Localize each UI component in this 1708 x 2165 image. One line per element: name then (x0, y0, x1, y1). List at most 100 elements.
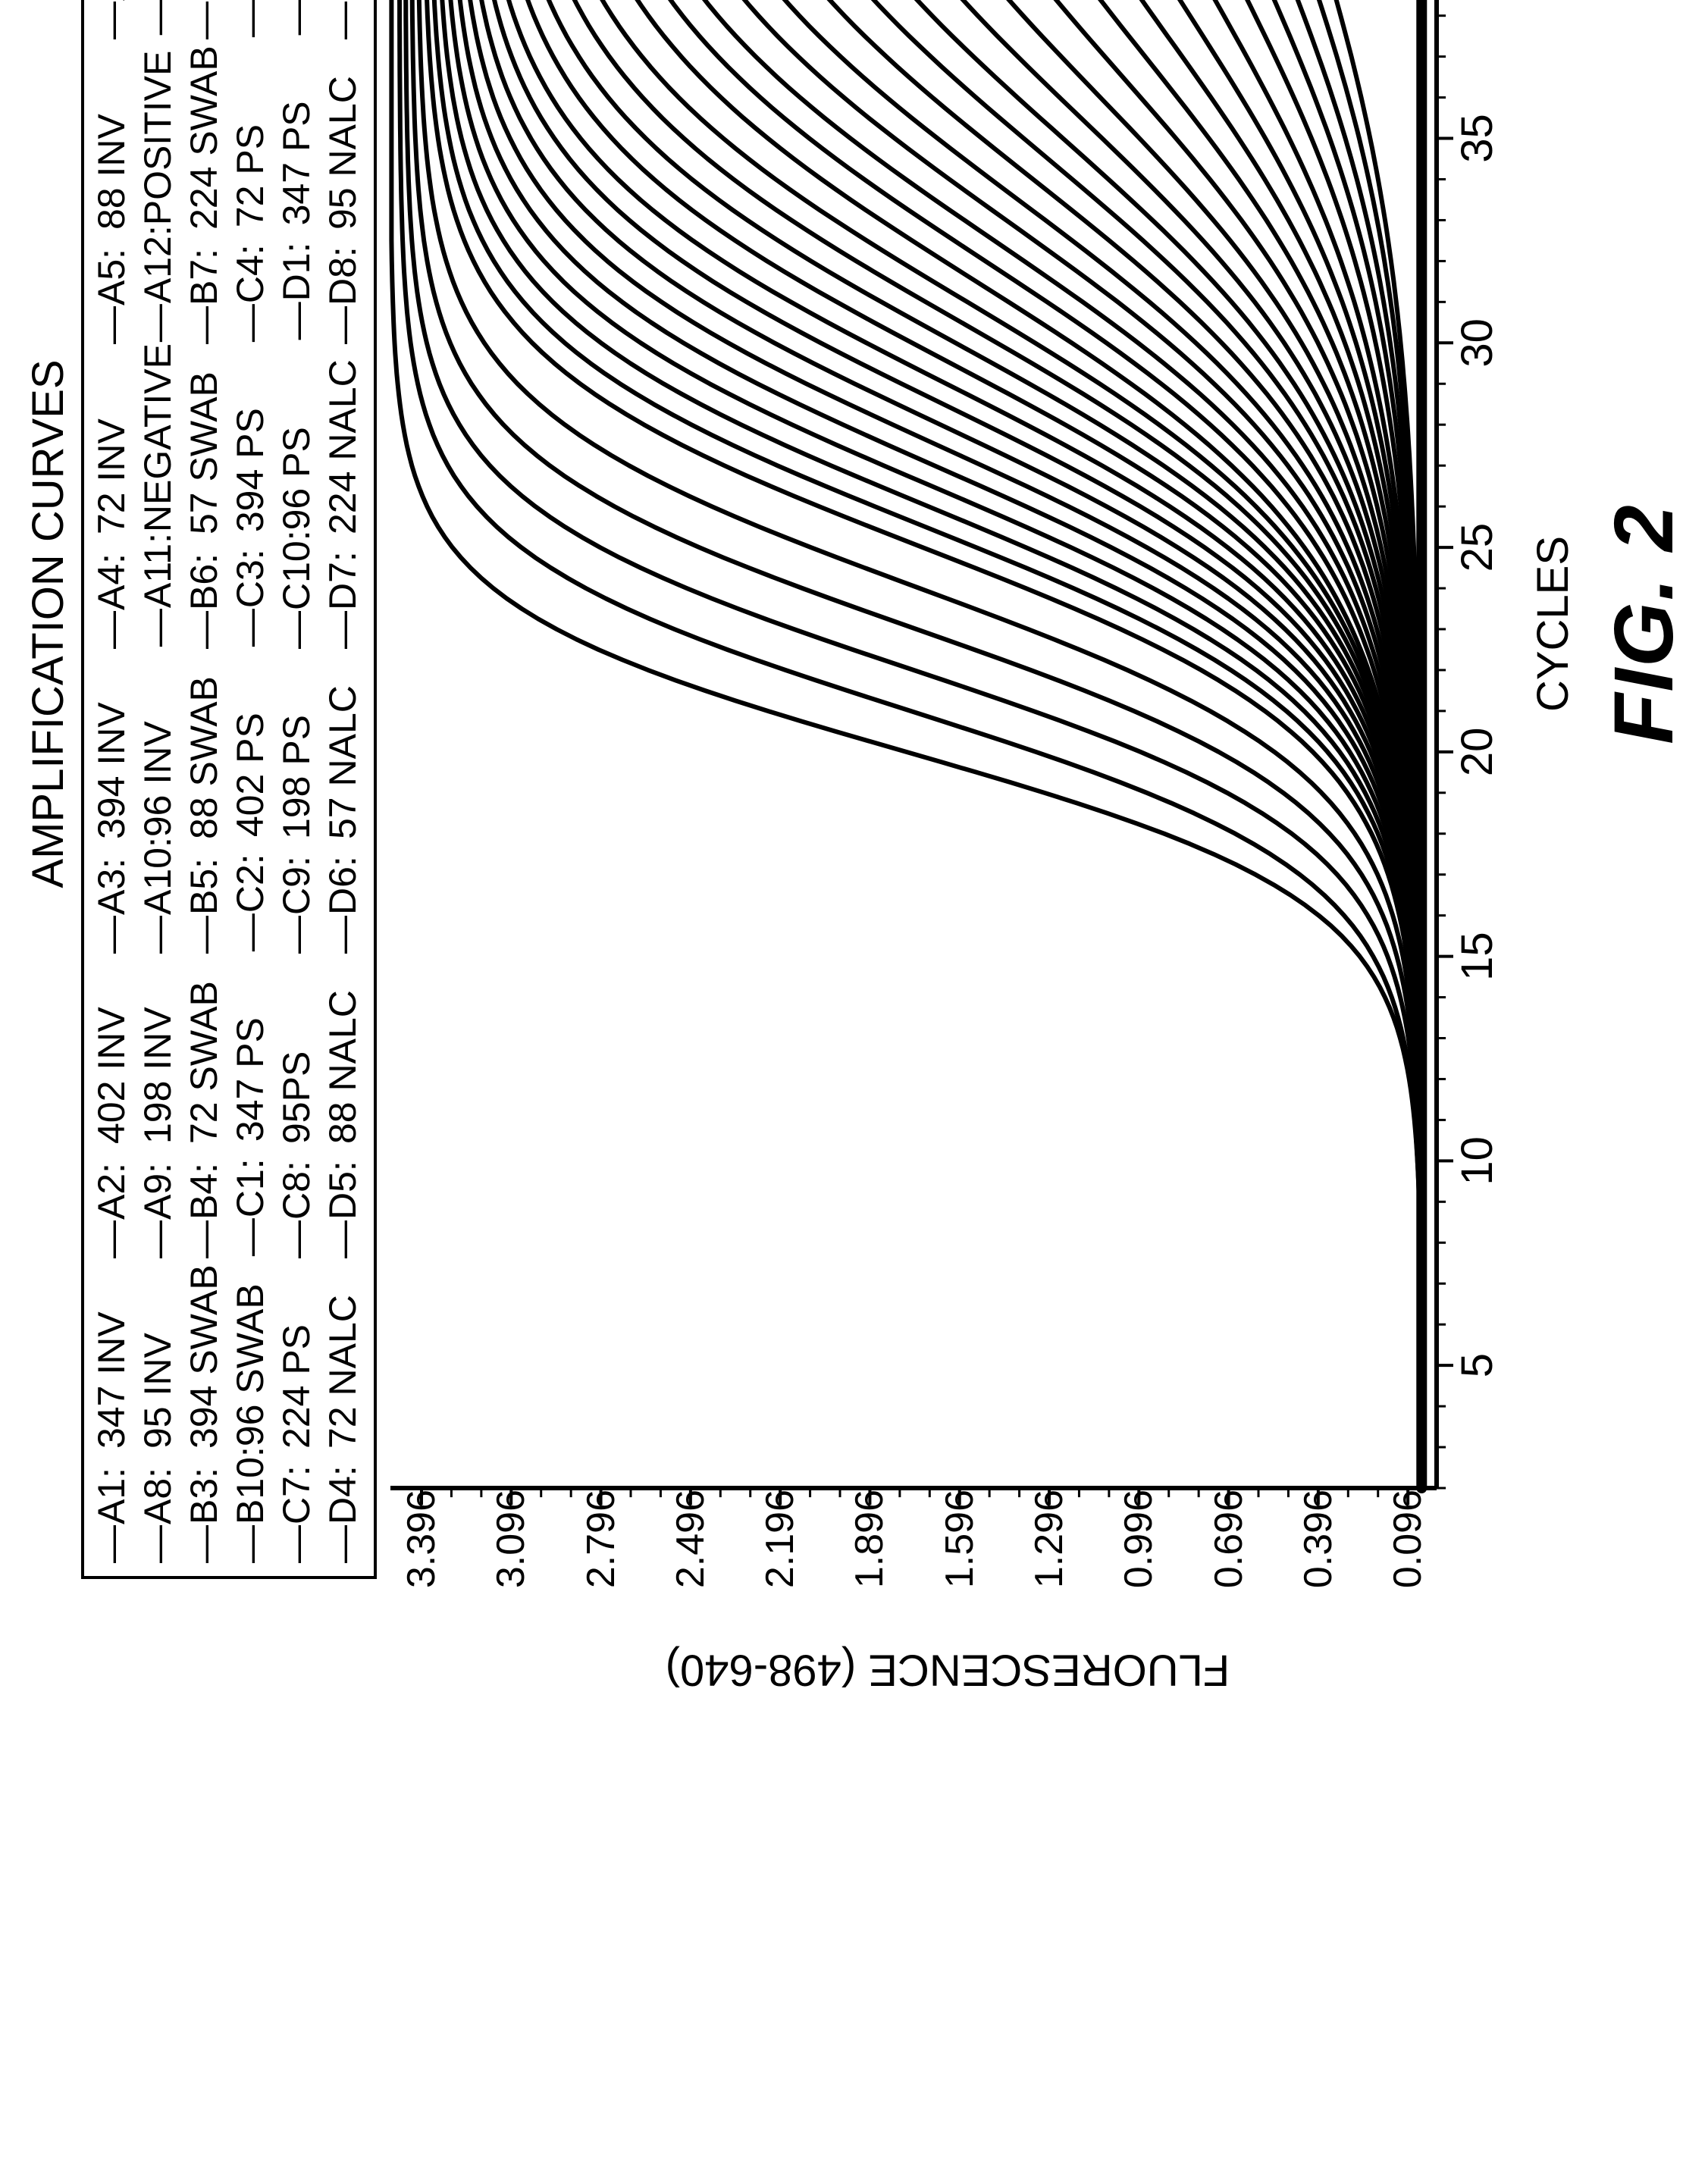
legend-key: A6: (89, 0, 135, 1)
legend-value: NEGATIVE (135, 343, 181, 532)
figure-title: AMPLIFICATION CURVES (23, 0, 74, 1579)
legend-dash: — (181, 610, 227, 650)
legend-value: 402 INV (89, 954, 135, 1144)
legend-entry: —C9:198 PS (274, 650, 320, 954)
legend-dash: — (320, 1220, 366, 1259)
legend-value: 72 INV (89, 345, 135, 534)
legend-dash: — (320, 1524, 366, 1564)
legend-entry: —D5:88 NALC (320, 954, 366, 1259)
legend-dash: — (274, 1524, 320, 1564)
legend-key: B4: (181, 1144, 227, 1220)
legend-dash: — (227, 0, 274, 38)
legend-key: A5: (89, 230, 135, 305)
legend-entry: —D4:72 NALC (320, 1259, 366, 1564)
figure-content: AMPLIFICATION CURVES —A1:347 INV—A2:402 … (23, 0, 1692, 1579)
x-tick-label: 25 (1452, 523, 1503, 572)
legend-key: A1: (89, 1449, 135, 1524)
legend-key: D4: (320, 1449, 366, 1524)
legend-row: —B10:96 SWAB—C1:347 PS—C2:402 PS—C3:394 … (227, 0, 274, 1564)
legend-entry: —C8:95PS (274, 954, 320, 1259)
legend-entry: —A5:88 INV (89, 40, 135, 345)
legend-dash: — (135, 1524, 181, 1564)
legend-key: B7: (181, 230, 227, 305)
legend-key: A8: (135, 1449, 181, 1524)
x-axis-label: CYCLES (1528, 536, 1578, 712)
legend-key: B3: (181, 1449, 227, 1524)
legend-dash: — (89, 915, 135, 954)
x-tick-label: 35 (1452, 114, 1503, 163)
legend-key: D8: (320, 230, 366, 305)
legend-dash: — (274, 0, 320, 36)
legend-entry: —C2:402 PS (227, 647, 274, 952)
chart-area: FLUORESCENCE (498-640) 0.0960.3960.6960.… (390, 0, 1505, 1579)
legend-dash: — (135, 1220, 181, 1259)
y-axis-label: FLUORESCENCE (498-640) (666, 1645, 1230, 1696)
legend-entry: —B10:96 SWAB (227, 1257, 274, 1564)
legend-value: 88 SWAB (181, 650, 227, 839)
legend-entry: —C5:88 PS (227, 0, 274, 38)
legend-key: A10: (135, 837, 181, 915)
legend-value: 224 SWAB (181, 40, 227, 230)
legend-dash: — (135, 303, 181, 343)
legend-value: 394 PS (227, 343, 274, 532)
legend-value: 347 INV (89, 1259, 135, 1449)
legend-entry: —D9:198 NALC (320, 0, 366, 40)
legend-value: 224 PS (274, 1259, 320, 1449)
legend-entry: —D1:347 PS (274, 36, 320, 340)
legend-dash: — (135, 608, 181, 647)
legend-row: —B3:394 SWAB—B4:72 SWAB—B5:88 SWAB—B6:57… (181, 0, 227, 1564)
legend-value: 198 INV (135, 954, 181, 1144)
legend-key: D1: (274, 225, 320, 301)
legend-entry: —B6:57 SWAB (181, 345, 227, 650)
legend-entry: —A9:198 INV (135, 954, 181, 1259)
legend-entry: —A3:394 INV (89, 650, 135, 954)
legend-dash: — (320, 1, 366, 40)
legend-entry: —A2:402 INV (89, 954, 135, 1259)
legend-entry: —C7:224 PS (274, 1259, 320, 1564)
legend-dash: — (89, 1, 135, 40)
figure-caption: FIG. 2 (1596, 0, 1692, 1579)
legend-value: 394 INV (89, 650, 135, 839)
legend-value: 57 NALC (320, 650, 366, 839)
legend-dash: — (89, 1524, 135, 1564)
legend-entry: —D7:224 NALC (320, 345, 366, 650)
legend-entry: —B7:224 SWAB (181, 40, 227, 345)
legend-entry: —C4:72 PS (227, 38, 274, 343)
rotated-canvas: AMPLIFICATION CURVES —A1:347 INV—A2:402 … (0, 0, 1708, 1708)
legend-row: —A8:95 INV—A9:198 INV—A10:96 INV—A11:NEG… (135, 0, 181, 1564)
legend-dash: — (181, 1, 227, 40)
legend-value: 96 INV (135, 647, 181, 837)
legend-key: C4: (227, 227, 274, 303)
legend-key: A4: (89, 534, 135, 610)
legend-entry: —A11:NEGATIVE (135, 343, 181, 647)
legend-entry: —D6:57 NALC (320, 650, 366, 954)
legend-value: 72 PS (227, 38, 274, 227)
legend-dash: — (227, 608, 274, 647)
legend-value: 198 PS (274, 650, 320, 839)
legend-value: 96 PS (274, 340, 320, 530)
legend-row: —A1:347 INV—A2:402 INV—A3:394 INV—A4:72 … (89, 0, 135, 1564)
legend-dash: — (227, 1524, 274, 1564)
legend-value: 57 SWAB (181, 345, 227, 534)
legend-dash: — (320, 305, 366, 345)
x-tick-label: 20 (1452, 728, 1503, 777)
legend-key: B10: (227, 1446, 274, 1524)
legend-key: B6: (181, 534, 227, 610)
legend-key: C2: (227, 837, 274, 913)
legend-value: 72 NALC (320, 1259, 366, 1449)
legend-entry: —B3:394 SWAB (181, 1259, 227, 1564)
legend-entry: —B4:72 SWAB (181, 954, 227, 1259)
legend-entry: —B8:95 SWAB (181, 0, 227, 40)
legend-entry: —C3:394 PS (227, 343, 274, 647)
legend-value: 224 NALC (320, 345, 366, 534)
legend-dash: — (181, 915, 227, 954)
legend-dash: — (89, 610, 135, 650)
legend-key: C9: (274, 839, 320, 915)
legend-entry: —A8:95 INV (135, 1259, 181, 1564)
legend-dash: — (89, 305, 135, 345)
legend-value: POSITIVE (135, 36, 181, 225)
legend-key: A12: (135, 225, 181, 303)
legend-entry: —A1:347 INV (89, 1259, 135, 1564)
legend-key: C3: (227, 532, 274, 608)
legend-value: 88 NALC (320, 954, 366, 1144)
